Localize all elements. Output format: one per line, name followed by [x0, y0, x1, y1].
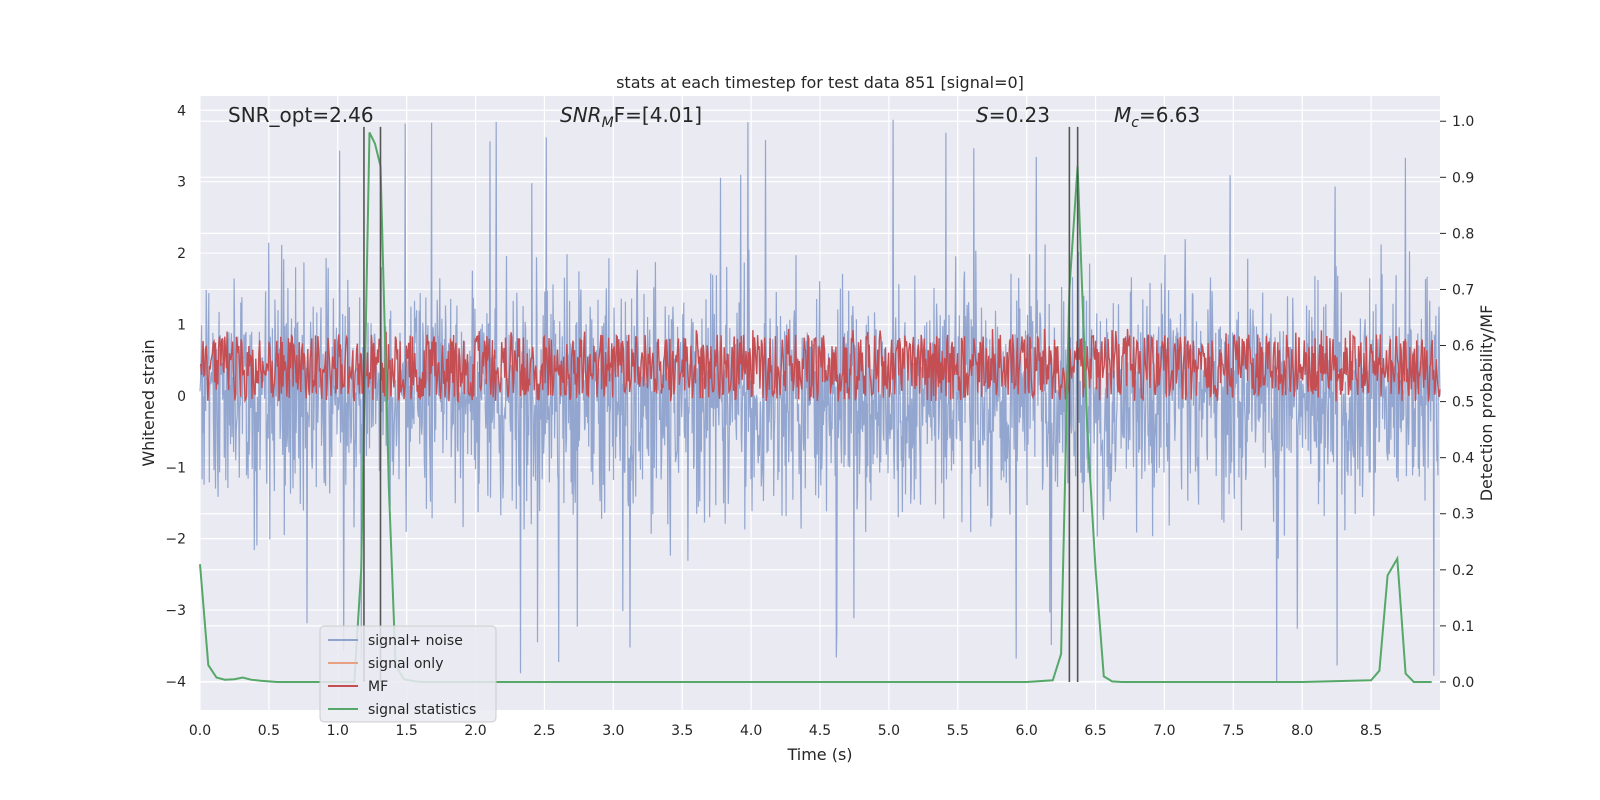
- legend-entry: signal+ noise: [368, 633, 463, 649]
- x-tick-label: 1.5: [396, 723, 418, 739]
- x-tick-label: 7.5: [1222, 723, 1244, 739]
- y-left-ticks: 4 3 2 1 0 −1 −2 −3 −4: [165, 103, 186, 690]
- y-left-tick-label: −2: [165, 532, 186, 548]
- y-axis-label-left: Whitened strain: [139, 339, 158, 466]
- x-tick-label: 6.5: [1084, 723, 1106, 739]
- legend-entry: MF: [368, 679, 388, 695]
- x-tick-label: 1.0: [327, 723, 349, 739]
- x-ticks: 0.0 0.5 1.0 1.5 2.0 2.5 3.0 3.5 4.0 4.5 5.0 5.5 6.0 6…: [189, 723, 1382, 739]
- series-mf: [199, 328, 1441, 404]
- annotations: SNR_opt=2.46 SNRMF=[4.01] S=0.23 Mc=6.63: [228, 103, 1200, 131]
- x-axis-label: Time (s): [786, 745, 852, 764]
- y-right-ticks: 0.0 0.1 0.2 0.3 0.4 0.5 0.6 0.7 0.8 0.9 1.0: [1440, 114, 1474, 691]
- x-tick-label: 2.5: [533, 723, 555, 739]
- chart-title: stats at each timestep for test data 851…: [616, 73, 1024, 92]
- legend: signal+ noise signal only MF signal statist…: [319, 625, 497, 723]
- x-tick-label: 7.0: [1153, 723, 1175, 739]
- y-axis-label-right: Detection probability/MF: [1477, 305, 1496, 502]
- x-tick-label: 5.5: [947, 723, 969, 739]
- y-left-tick-label: 1: [177, 317, 186, 333]
- y-right-tick-label: 0.4: [1452, 451, 1474, 467]
- y-right-tick-label: 0.1: [1452, 619, 1474, 635]
- x-tick-label: 4.5: [809, 723, 831, 739]
- x-tick-label: 4.0: [740, 723, 762, 739]
- annotation-snr_mf: SNRMF=[4.01]: [560, 103, 702, 131]
- y-left-tick-label: −3: [165, 603, 186, 619]
- y-left-tick-label: −1: [165, 460, 186, 476]
- y-left-tick-label: 0: [177, 389, 186, 405]
- y-right-tick-label: 0.9: [1452, 170, 1474, 186]
- vertical-lines: [363, 126, 1079, 682]
- y-right-tick-label: 0.2: [1452, 563, 1474, 579]
- y-left-tick-label: −4: [165, 674, 186, 690]
- y-right-tick-label: 0.8: [1452, 226, 1474, 242]
- y-right-tick-label: 0.5: [1452, 395, 1474, 411]
- y-right-tick-label: 1.0: [1452, 114, 1474, 130]
- x-tick-label: 2.0: [464, 723, 486, 739]
- x-tick-label: 3.5: [671, 723, 693, 739]
- legend-box: [319, 625, 497, 723]
- y-right-tick-label: 0.6: [1452, 339, 1474, 355]
- y-left-tick-label: 2: [177, 246, 186, 262]
- x-tick-label: 6.0: [1016, 723, 1038, 739]
- x-tick-label: 3.0: [602, 723, 624, 739]
- y-right-tick-label: 0.7: [1452, 282, 1474, 298]
- legend-entry: signal statistics: [368, 702, 476, 718]
- y-left-tick-label: 3: [177, 175, 186, 191]
- annotation-s: S=0.23: [976, 103, 1050, 127]
- x-tick-label: 0.0: [189, 723, 211, 739]
- x-tick-label: 0.5: [258, 723, 280, 739]
- annotation-snr_opt: SNR_opt=2.46: [228, 103, 374, 127]
- x-tick-label: 8.5: [1360, 723, 1382, 739]
- y-right-tick-label: 0.0: [1452, 675, 1474, 691]
- y-right-tick-label: 0.3: [1452, 507, 1474, 523]
- legend-entry: signal only: [368, 656, 443, 672]
- x-tick-label: 5.0: [878, 723, 900, 739]
- y-left-tick-label: 4: [177, 103, 186, 119]
- annotation-mc: Mc=6.63: [1114, 103, 1200, 131]
- x-tick-label: 8.0: [1291, 723, 1313, 739]
